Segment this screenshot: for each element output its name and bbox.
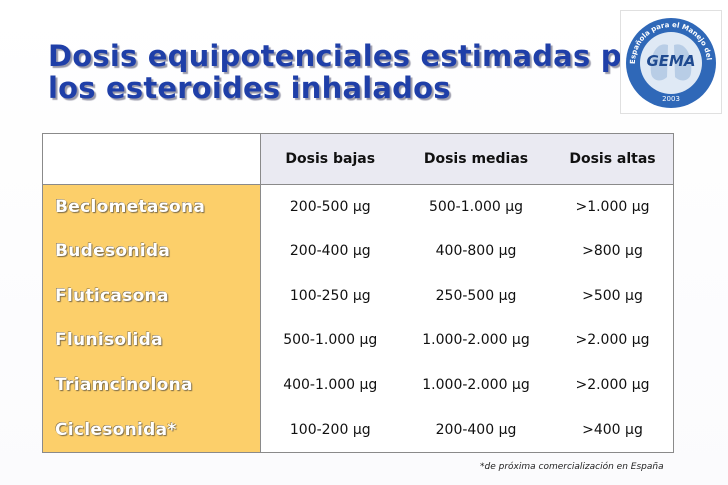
- dose-low: 200-500 μg: [289, 198, 371, 215]
- dose-low: 500-1.000 μg: [283, 332, 378, 349]
- table-header-row: Dosis bajas Dosis medias Dosis altas: [43, 134, 673, 185]
- drug-name: Beclometasona: [43, 184, 261, 229]
- drug-name: Flunisolida: [43, 317, 261, 363]
- logo-text: GEMA: [646, 52, 695, 70]
- table-row: Ciclesonida* 100-200 μg 200-400 μg >400 …: [43, 407, 673, 452]
- dose-low: 100-200 μg: [289, 421, 371, 438]
- slide-title-line-1: Dosis equipotenciales estimadas para: [48, 39, 676, 73]
- dose-medium: 200-400 μg: [435, 421, 517, 438]
- slide-title-line-2: los esteroides inhalados: [48, 71, 451, 105]
- table-row: Budesonida 200-400 μg 400-800 μg >800 μg: [43, 228, 673, 274]
- dose-medium: 1.000-2.000 μg: [422, 376, 530, 393]
- dose-table: Dosis bajas Dosis medias Dosis altas Bec…: [43, 134, 673, 452]
- dose-medium: 400-800 μg: [435, 242, 517, 259]
- table-row: Flunisolida 500-1.000 μg 1.000-2.000 μg …: [43, 317, 673, 363]
- drug-name: Fluticasona: [43, 273, 261, 318]
- dose-high: >400 μg: [582, 421, 643, 438]
- table-row: Fluticasona 100-250 μg 250-500 μg >500 μ…: [43, 273, 673, 318]
- dose-low: 200-400 μg: [289, 242, 371, 259]
- dose-high: >2.000 μg: [575, 332, 650, 349]
- dose-medium: 1.000-2.000 μg: [422, 332, 530, 349]
- dose-high: >2.000 μg: [575, 376, 650, 393]
- dose-table-container: Dosis bajas Dosis medias Dosis altas Bec…: [42, 133, 674, 453]
- dose-medium: 500-1.000 μg: [428, 198, 524, 215]
- drug-name: Triamcinolona: [43, 362, 261, 408]
- slide-title: Dosis equipotenciales estimadas para los…: [48, 40, 676, 104]
- dose-medium: 250-500 μg: [435, 287, 517, 304]
- drug-name: Budesonida: [43, 228, 261, 274]
- footnote: *de próxima comercialización en España: [480, 462, 664, 472]
- dose-low: 100-250 μg: [289, 287, 371, 304]
- header-medium-dose: Dosis medias: [400, 134, 552, 185]
- gema-logo: Guía Española para el Manejo del Asma GE…: [620, 10, 722, 114]
- header-high-dose: Dosis altas: [552, 134, 673, 185]
- dose-low: 400-1.000 μg: [283, 376, 378, 393]
- table-row: Triamcinolona 400-1.000 μg 1.000-2.000 μ…: [43, 362, 673, 408]
- lungs-logo-icon: Guía Española para el Manejo del Asma GE…: [621, 11, 716, 108]
- drug-name: Ciclesonida*: [43, 407, 261, 452]
- header-corner: [43, 134, 261, 185]
- dose-high: >1.000 μg: [575, 198, 650, 215]
- dose-high: >800 μg: [582, 242, 643, 259]
- header-low-dose: Dosis bajas: [260, 134, 400, 185]
- logo-year: 2003: [662, 95, 680, 103]
- dose-high: >500 μg: [582, 287, 643, 304]
- table-row: Beclometasona 200-500 μg 500-1.000 μg >1…: [43, 184, 673, 229]
